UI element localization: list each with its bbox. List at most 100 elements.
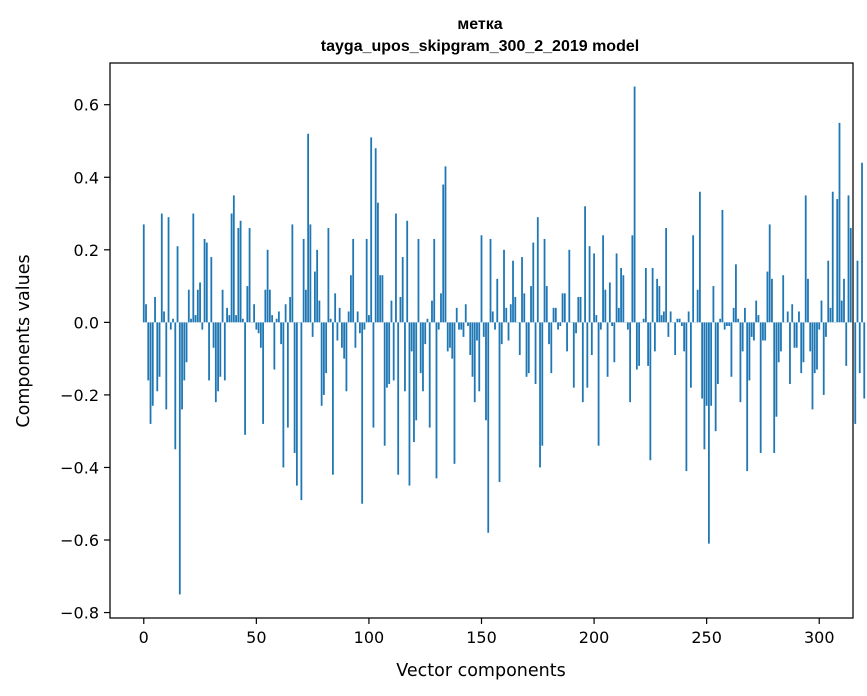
bar-130 xyxy=(435,322,438,479)
bar-243 xyxy=(689,322,692,388)
bar-189 xyxy=(568,249,571,323)
bar-250 xyxy=(705,322,708,406)
bar-172 xyxy=(530,286,532,323)
bar-264 xyxy=(737,318,740,323)
bar-95 xyxy=(356,311,359,323)
bar-294 xyxy=(804,195,807,323)
bar-292 xyxy=(800,322,803,374)
bar-212 xyxy=(620,267,622,323)
bar-291 xyxy=(798,311,800,323)
bar-56 xyxy=(268,289,271,323)
bar-141 xyxy=(460,322,463,330)
bar-177 xyxy=(541,322,544,446)
x-tick-label-3: 150 xyxy=(466,628,497,647)
bar-246 xyxy=(696,289,699,323)
bar-64 xyxy=(286,322,289,428)
bar-46 xyxy=(246,286,249,323)
bar-160 xyxy=(503,249,505,323)
y-axis-label: Components values xyxy=(14,254,34,427)
bar-99 xyxy=(365,238,368,323)
bar-227 xyxy=(653,322,656,352)
bar-169 xyxy=(523,293,526,323)
bar-75 xyxy=(311,322,314,337)
bar-41 xyxy=(235,315,237,323)
bar-266 xyxy=(741,322,744,352)
bar-251 xyxy=(708,322,710,544)
bar-134 xyxy=(444,166,447,323)
bar-4 xyxy=(151,322,154,406)
bar-231 xyxy=(662,311,665,323)
bar-182 xyxy=(552,307,555,323)
bar-35 xyxy=(221,289,224,323)
bar-108 xyxy=(386,322,388,388)
bar-216 xyxy=(629,322,631,403)
bar-94 xyxy=(354,322,357,348)
bar-122 xyxy=(417,238,420,323)
bar-286 xyxy=(786,311,789,323)
bar-224 xyxy=(647,322,650,366)
bar-215 xyxy=(626,322,629,330)
bar-3 xyxy=(149,322,152,424)
bar-228 xyxy=(656,278,659,323)
y-tick-label-3: −0.2 xyxy=(60,386,99,405)
bar-131 xyxy=(437,322,440,330)
bar-205 xyxy=(604,289,607,323)
bar-247 xyxy=(699,191,701,323)
bar-76 xyxy=(313,271,316,323)
bar-60 xyxy=(277,311,280,323)
bar-202 xyxy=(597,322,600,446)
bar-295 xyxy=(807,278,809,323)
bar-124 xyxy=(422,322,424,392)
bar-17 xyxy=(181,322,183,410)
bar-88 xyxy=(341,322,343,348)
bar-226 xyxy=(651,267,654,323)
bar-10 xyxy=(165,322,168,410)
bar-269 xyxy=(748,322,751,381)
bar-309 xyxy=(838,122,841,323)
bar-213 xyxy=(622,275,625,323)
bar-313 xyxy=(847,195,850,323)
bar-297 xyxy=(811,322,814,410)
bar-303 xyxy=(825,322,827,337)
bar-173 xyxy=(532,242,535,323)
bar-104 xyxy=(377,202,379,323)
bar-287 xyxy=(789,322,791,385)
bar-70 xyxy=(300,322,303,501)
bar-275 xyxy=(762,322,764,341)
bar-233 xyxy=(667,322,670,337)
bar-175 xyxy=(536,217,539,323)
bar-9 xyxy=(163,311,165,323)
bar-87 xyxy=(338,307,341,323)
bar-208 xyxy=(611,322,613,326)
bar-44 xyxy=(241,318,244,323)
bar-196 xyxy=(584,206,586,323)
bar-203 xyxy=(599,322,602,330)
bar-116 xyxy=(404,322,406,392)
bar-147 xyxy=(473,322,476,403)
bar-170 xyxy=(525,322,528,377)
chart-title-line1: метка xyxy=(457,16,502,33)
bar-139 xyxy=(455,307,458,323)
bar-162 xyxy=(507,322,510,341)
bar-283 xyxy=(780,322,782,352)
bar-188 xyxy=(566,322,568,352)
bar-197 xyxy=(586,322,589,388)
bar-79 xyxy=(320,322,323,406)
bar-65 xyxy=(289,296,292,323)
bar-59 xyxy=(275,318,278,323)
bar-97 xyxy=(361,322,364,504)
bar-90 xyxy=(345,322,348,392)
bar-289 xyxy=(793,322,796,348)
bar-54 xyxy=(264,289,267,323)
bar-23 xyxy=(194,315,197,323)
bar-12 xyxy=(169,322,172,330)
bar-181 xyxy=(550,322,553,374)
bar-165 xyxy=(514,296,517,323)
bar-244 xyxy=(692,235,695,323)
bar-113 xyxy=(397,322,400,475)
bar-86 xyxy=(336,322,339,341)
bar-254 xyxy=(714,322,717,432)
bar-146 xyxy=(471,322,474,377)
bar-55 xyxy=(266,249,269,323)
bar-78 xyxy=(318,300,321,323)
